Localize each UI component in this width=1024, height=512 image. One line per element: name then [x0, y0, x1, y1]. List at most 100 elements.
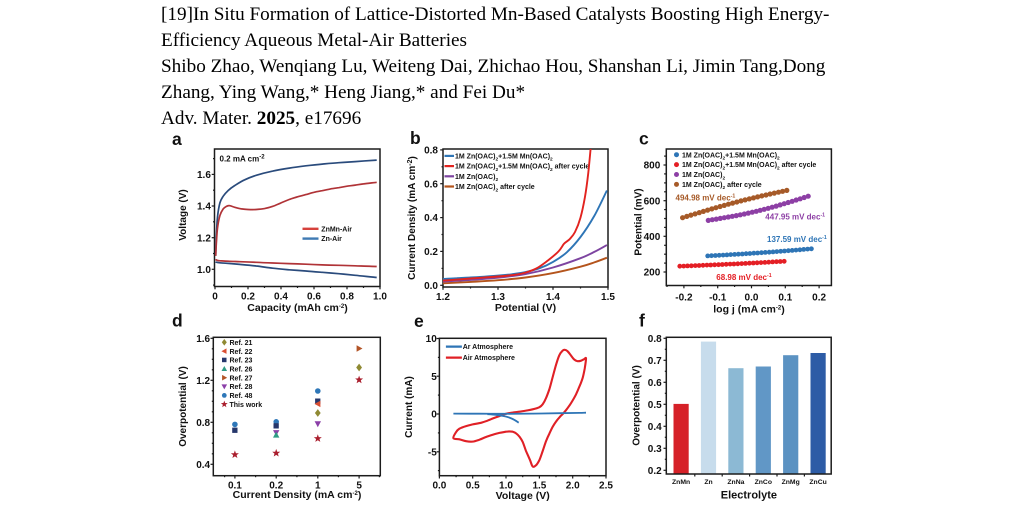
svg-text:Ref. 23: Ref. 23: [230, 358, 253, 365]
svg-text:2.0: 2.0: [566, 481, 580, 492]
svg-text:ZnMg: ZnMg: [782, 479, 800, 486]
svg-text:0.6: 0.6: [424, 179, 438, 190]
svg-text:1.0: 1.0: [197, 265, 211, 276]
svg-text:10: 10: [426, 334, 438, 345]
svg-text:c: c: [639, 129, 649, 149]
svg-text:1.5: 1.5: [601, 292, 615, 303]
svg-text:1.2: 1.2: [197, 233, 211, 244]
svg-text:1.0: 1.0: [373, 292, 387, 303]
svg-text:0.2: 0.2: [269, 481, 283, 492]
svg-text:1.5: 1.5: [532, 481, 546, 492]
svg-text:Ref. 22: Ref. 22: [230, 349, 253, 356]
svg-text:f: f: [639, 311, 645, 331]
svg-text:0.3: 0.3: [648, 444, 662, 455]
svg-text:Current Density (mA cm-2): Current Density (mA cm-2): [407, 156, 419, 280]
svg-text:68.98 mV dec-1: 68.98 mV dec-1: [716, 273, 771, 282]
svg-text:0.5: 0.5: [466, 481, 480, 492]
svg-text:0.0: 0.0: [745, 293, 759, 304]
svg-text:600: 600: [644, 196, 661, 207]
svg-text:0.0: 0.0: [424, 281, 438, 292]
svg-text:400: 400: [644, 232, 661, 243]
svg-text:Electrolyte: Electrolyte: [721, 490, 777, 502]
svg-text:137.59 mV dec-1: 137.59 mV dec-1: [767, 235, 827, 244]
svg-text:Ref. 28: Ref. 28: [230, 384, 253, 391]
svg-text:Air Atmosphere: Air Atmosphere: [463, 355, 515, 362]
svg-text:Potential (mV): Potential (mV): [634, 188, 645, 255]
svg-text:1M Zn(OAC)2+1.5M Mn(OAC)2 afte: 1M Zn(OAC)2+1.5M Mn(OAC)2 after cycle: [682, 162, 816, 171]
svg-text:2.5: 2.5: [599, 481, 613, 492]
svg-text:Ref. 21: Ref. 21: [230, 340, 253, 347]
svg-text:0.4: 0.4: [424, 213, 438, 224]
svg-text:ZnCu: ZnCu: [809, 479, 826, 486]
svg-text:ZnNa: ZnNa: [727, 479, 744, 486]
svg-text:0.5: 0.5: [648, 400, 662, 411]
svg-text:d: d: [172, 311, 183, 331]
svg-text:Zn-Air: Zn-Air: [321, 236, 342, 243]
svg-text:0.2 mA cm-2: 0.2 mA cm-2: [220, 155, 266, 164]
svg-text:800: 800: [644, 161, 661, 172]
svg-text:log j (mA cm-2): log j (mA cm-2): [713, 303, 784, 316]
svg-text:e: e: [414, 311, 424, 331]
svg-text:5: 5: [431, 372, 437, 383]
svg-text:-0.2: -0.2: [675, 293, 693, 304]
svg-text:Ref. 26: Ref. 26: [230, 367, 253, 374]
svg-text:1.2: 1.2: [436, 292, 450, 303]
svg-text:0: 0: [431, 410, 437, 421]
svg-text:ZnMn-Air: ZnMn-Air: [321, 226, 352, 233]
svg-text:Overpotential (V): Overpotential (V): [178, 366, 189, 447]
svg-text:1M Zn(OAC)2: 1M Zn(OAC)2: [682, 172, 725, 181]
svg-text:-5: -5: [428, 447, 437, 458]
svg-text:0.0: 0.0: [432, 481, 446, 492]
svg-text:0.6: 0.6: [648, 378, 662, 389]
svg-text:0.2: 0.2: [648, 466, 662, 477]
svg-text:0.8: 0.8: [340, 292, 354, 303]
svg-text:Ref. 48: Ref. 48: [230, 393, 253, 400]
svg-text:1M Zn(OAC)2+1.5M Mn(OAC)2: 1M Zn(OAC)2+1.5M Mn(OAC)2: [455, 154, 553, 163]
svg-text:1.6: 1.6: [196, 334, 210, 345]
svg-text:This work: This work: [230, 402, 263, 409]
svg-text:0.8: 0.8: [648, 334, 662, 345]
svg-text:Overpotential (V): Overpotential (V): [632, 365, 643, 446]
svg-text:0.6: 0.6: [307, 292, 321, 303]
svg-text:ZnMn: ZnMn: [672, 479, 690, 486]
svg-text:Voltage (V): Voltage (V): [178, 189, 189, 240]
svg-text:1M Zn(OAC)2+1.5M Mn(OAC)2: 1M Zn(OAC)2+1.5M Mn(OAC)2: [682, 152, 780, 161]
svg-text:0.8: 0.8: [196, 418, 210, 429]
svg-text:0.8: 0.8: [424, 146, 438, 157]
svg-text:-0.1: -0.1: [709, 293, 727, 304]
svg-text:a: a: [172, 129, 182, 149]
svg-text:Ref. 27: Ref. 27: [230, 375, 253, 382]
svg-text:Potential (V): Potential (V): [495, 302, 556, 314]
svg-text:0: 0: [212, 292, 218, 303]
svg-text:ZnCo: ZnCo: [755, 479, 772, 486]
svg-text:494.98 mV dec-1: 494.98 mV dec-1: [676, 193, 736, 202]
svg-text:1M Zn(OAC)2: 1M Zn(OAC)2: [455, 174, 498, 183]
svg-text:0.1: 0.1: [778, 293, 792, 304]
svg-text:1.3: 1.3: [491, 292, 505, 303]
svg-text:447.95 mV dec-1: 447.95 mV dec-1: [765, 212, 825, 221]
svg-text:0.2: 0.2: [424, 247, 438, 258]
svg-text:0.4: 0.4: [196, 460, 210, 471]
svg-text:1.4: 1.4: [197, 202, 211, 213]
svg-text:1M Zn(OAC)2+1.5M Mn(OAC)2 afte: 1M Zn(OAC)2+1.5M Mn(OAC)2 after cycle: [455, 164, 589, 173]
svg-text:1: 1: [315, 481, 321, 492]
svg-text:1.6: 1.6: [197, 170, 211, 181]
svg-text:0.2: 0.2: [241, 292, 255, 303]
svg-text:0.2: 0.2: [812, 293, 826, 304]
svg-text:1.4: 1.4: [546, 292, 560, 303]
svg-text:1.0: 1.0: [499, 481, 513, 492]
svg-text:b: b: [410, 128, 421, 148]
svg-text:0.7: 0.7: [648, 356, 662, 367]
svg-text:200: 200: [644, 268, 661, 279]
svg-text:5: 5: [356, 481, 362, 492]
svg-text:0.4: 0.4: [274, 292, 288, 303]
svg-text:1M Zn(OAC)2 after cycle: 1M Zn(OAC)2 after cycle: [682, 182, 762, 191]
svg-text:1.2: 1.2: [196, 376, 210, 387]
svg-text:0.4: 0.4: [648, 422, 662, 433]
svg-text:Zn: Zn: [704, 479, 712, 486]
svg-text:Ar Atmosphere: Ar Atmosphere: [463, 344, 513, 351]
svg-text:Current Density (mA cm-2): Current Density (mA cm-2): [233, 489, 362, 502]
svg-text:1M Zn(OAC)2 after cycle: 1M Zn(OAC)2 after cycle: [455, 184, 535, 193]
svg-text:Current (mA): Current (mA): [404, 376, 415, 438]
svg-text:0.1: 0.1: [228, 481, 242, 492]
